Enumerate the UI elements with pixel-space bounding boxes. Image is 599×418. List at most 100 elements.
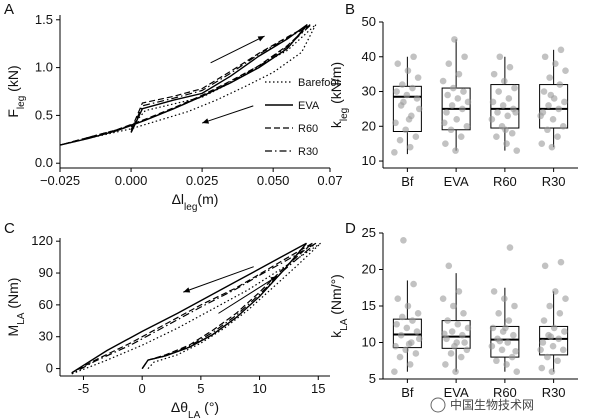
panel-d-point: [396, 353, 404, 361]
panel-b-point: [400, 98, 407, 106]
panel-b-point: [447, 126, 455, 134]
panel-d-point: [410, 280, 417, 288]
panel-d-y-tick-label: 25: [362, 225, 376, 240]
panel-c-x-tick-label: -5: [78, 381, 90, 396]
panel-d-point: [442, 361, 449, 368]
panel-a-y-tick-label: 0.5: [35, 107, 53, 122]
panel-b-x-tick-label: Bf: [401, 174, 414, 189]
panel-b-point: [442, 140, 449, 147]
panel-a-direction-arrow: [201, 105, 254, 124]
panel-d-point: [445, 262, 453, 270]
panel-c-direction-arrow: [218, 275, 278, 314]
panel-b-ylabel-sub: leg: [339, 108, 350, 121]
panel-b-point: [414, 74, 422, 81]
panel-b-box-r30: [539, 84, 569, 129]
panel-d-point: [544, 353, 551, 361]
panel-b-point: [454, 95, 462, 102]
panel-b-point: [393, 88, 400, 95]
panel-d-point: [439, 295, 447, 303]
panel-c-xlabel-unit: (°): [200, 399, 219, 415]
panel-b-point: [490, 70, 498, 78]
panel-c-arrowhead: [270, 276, 278, 282]
panel-b-point: [508, 129, 516, 137]
panel-b-point: [403, 91, 411, 99]
panel-a-xlabel-main: Δl: [172, 191, 184, 207]
panel-b-ylabel-main: k: [328, 120, 344, 128]
panel-c-x-tick-label: 15: [311, 381, 325, 396]
panel-d-point: [539, 339, 547, 346]
panel-b-y-tick-label: 50: [362, 14, 376, 29]
panel-d-point: [405, 340, 413, 348]
panel-b-x-tick-label: R30: [542, 174, 566, 189]
panel-b-point: [452, 147, 459, 154]
panel-d-y-tick-label: 5: [369, 371, 376, 386]
panel-b-point: [512, 109, 519, 116]
panel-b-ylabel: kleg (kN/m): [328, 62, 350, 128]
panel-b-point: [547, 91, 555, 99]
panel-b-point: [552, 60, 559, 68]
panel-b-point: [549, 116, 557, 123]
panel-b-y-tick-label: 10: [362, 153, 376, 168]
panel-d-point: [547, 333, 555, 340]
panel-b-point: [505, 95, 513, 102]
panel-d-point: [562, 295, 569, 303]
panel-b-point: [453, 116, 460, 123]
panel-b-point: [559, 122, 567, 130]
panel-b-point: [548, 143, 556, 151]
panel-c-series-eva-loading: [141, 242, 308, 369]
panel-b-point: [504, 112, 512, 120]
panel-d-point: [490, 288, 498, 295]
legend-label-eva: EVA: [298, 100, 320, 112]
panel-b-point: [489, 98, 497, 106]
panel-b-point: [503, 140, 510, 147]
panel-d-point: [409, 317, 416, 324]
panel-d-point: [391, 368, 398, 376]
panel-d-point: [540, 317, 548, 324]
panel-d-point: [455, 288, 463, 295]
panel-b-point: [412, 133, 420, 141]
panel-d-point: [550, 324, 558, 332]
panel-c-xlabel-sub: LA: [188, 410, 201, 418]
panel-b-point: [445, 60, 453, 68]
panel-d-point: [406, 361, 414, 368]
panel-d-ylabel-main: k: [328, 330, 344, 338]
panel-a-arrowhead: [257, 36, 265, 42]
panel-d-point: [451, 342, 458, 350]
panel-c-y-tick-label: 30: [39, 329, 53, 344]
panel-d-ylabel: kLA (Nm/°): [328, 274, 350, 338]
panel-d-point: [489, 324, 497, 332]
panel-d-point: [549, 342, 557, 350]
panel-d-la-stiffness: D 5 10 15 20 25 Bf EVA R60 R30 kLA (Nm/°): [328, 220, 578, 400]
panel-b-point: [405, 116, 413, 123]
panel-d-point: [412, 350, 420, 357]
panel-c-x-tick-label: 10: [252, 381, 266, 396]
legend-label-r30: R30: [298, 146, 318, 158]
panel-b-point: [404, 67, 412, 74]
panel-c-series-r30-unloading: [71, 242, 317, 375]
panel-d-point: [488, 342, 496, 350]
panel-d-point: [537, 346, 544, 354]
panel-b-point: [439, 77, 447, 85]
panel-b-point: [444, 91, 451, 99]
panel-b-point: [394, 60, 402, 68]
panel-d-point: [511, 302, 518, 310]
panel-a-y-tick-label: 0.0: [35, 155, 53, 170]
panel-b-point: [464, 98, 472, 106]
panel-b-point: [488, 116, 496, 123]
panel-d-point: [443, 335, 450, 343]
panel-a-series-eva-loading: [130, 24, 308, 133]
panel-d-point: [510, 331, 517, 339]
watermark-text: 中国生物技术网: [450, 397, 534, 412]
panel-d-point: [460, 310, 467, 317]
panel-d-point: [561, 328, 568, 335]
panel-b-point: [557, 46, 565, 54]
panel-a-series-r60-loading: [130, 24, 311, 131]
panel-b-point: [451, 36, 458, 43]
panel-a-series-r30-unloading: [59, 25, 311, 146]
panel-b-point: [541, 53, 549, 61]
panel-d-point: [498, 346, 506, 354]
panel-a-series-r60-unloading: [59, 24, 311, 146]
panel-c-series-r60-unloading: [71, 242, 313, 374]
panel-b-y-tick-label: 20: [362, 118, 376, 133]
